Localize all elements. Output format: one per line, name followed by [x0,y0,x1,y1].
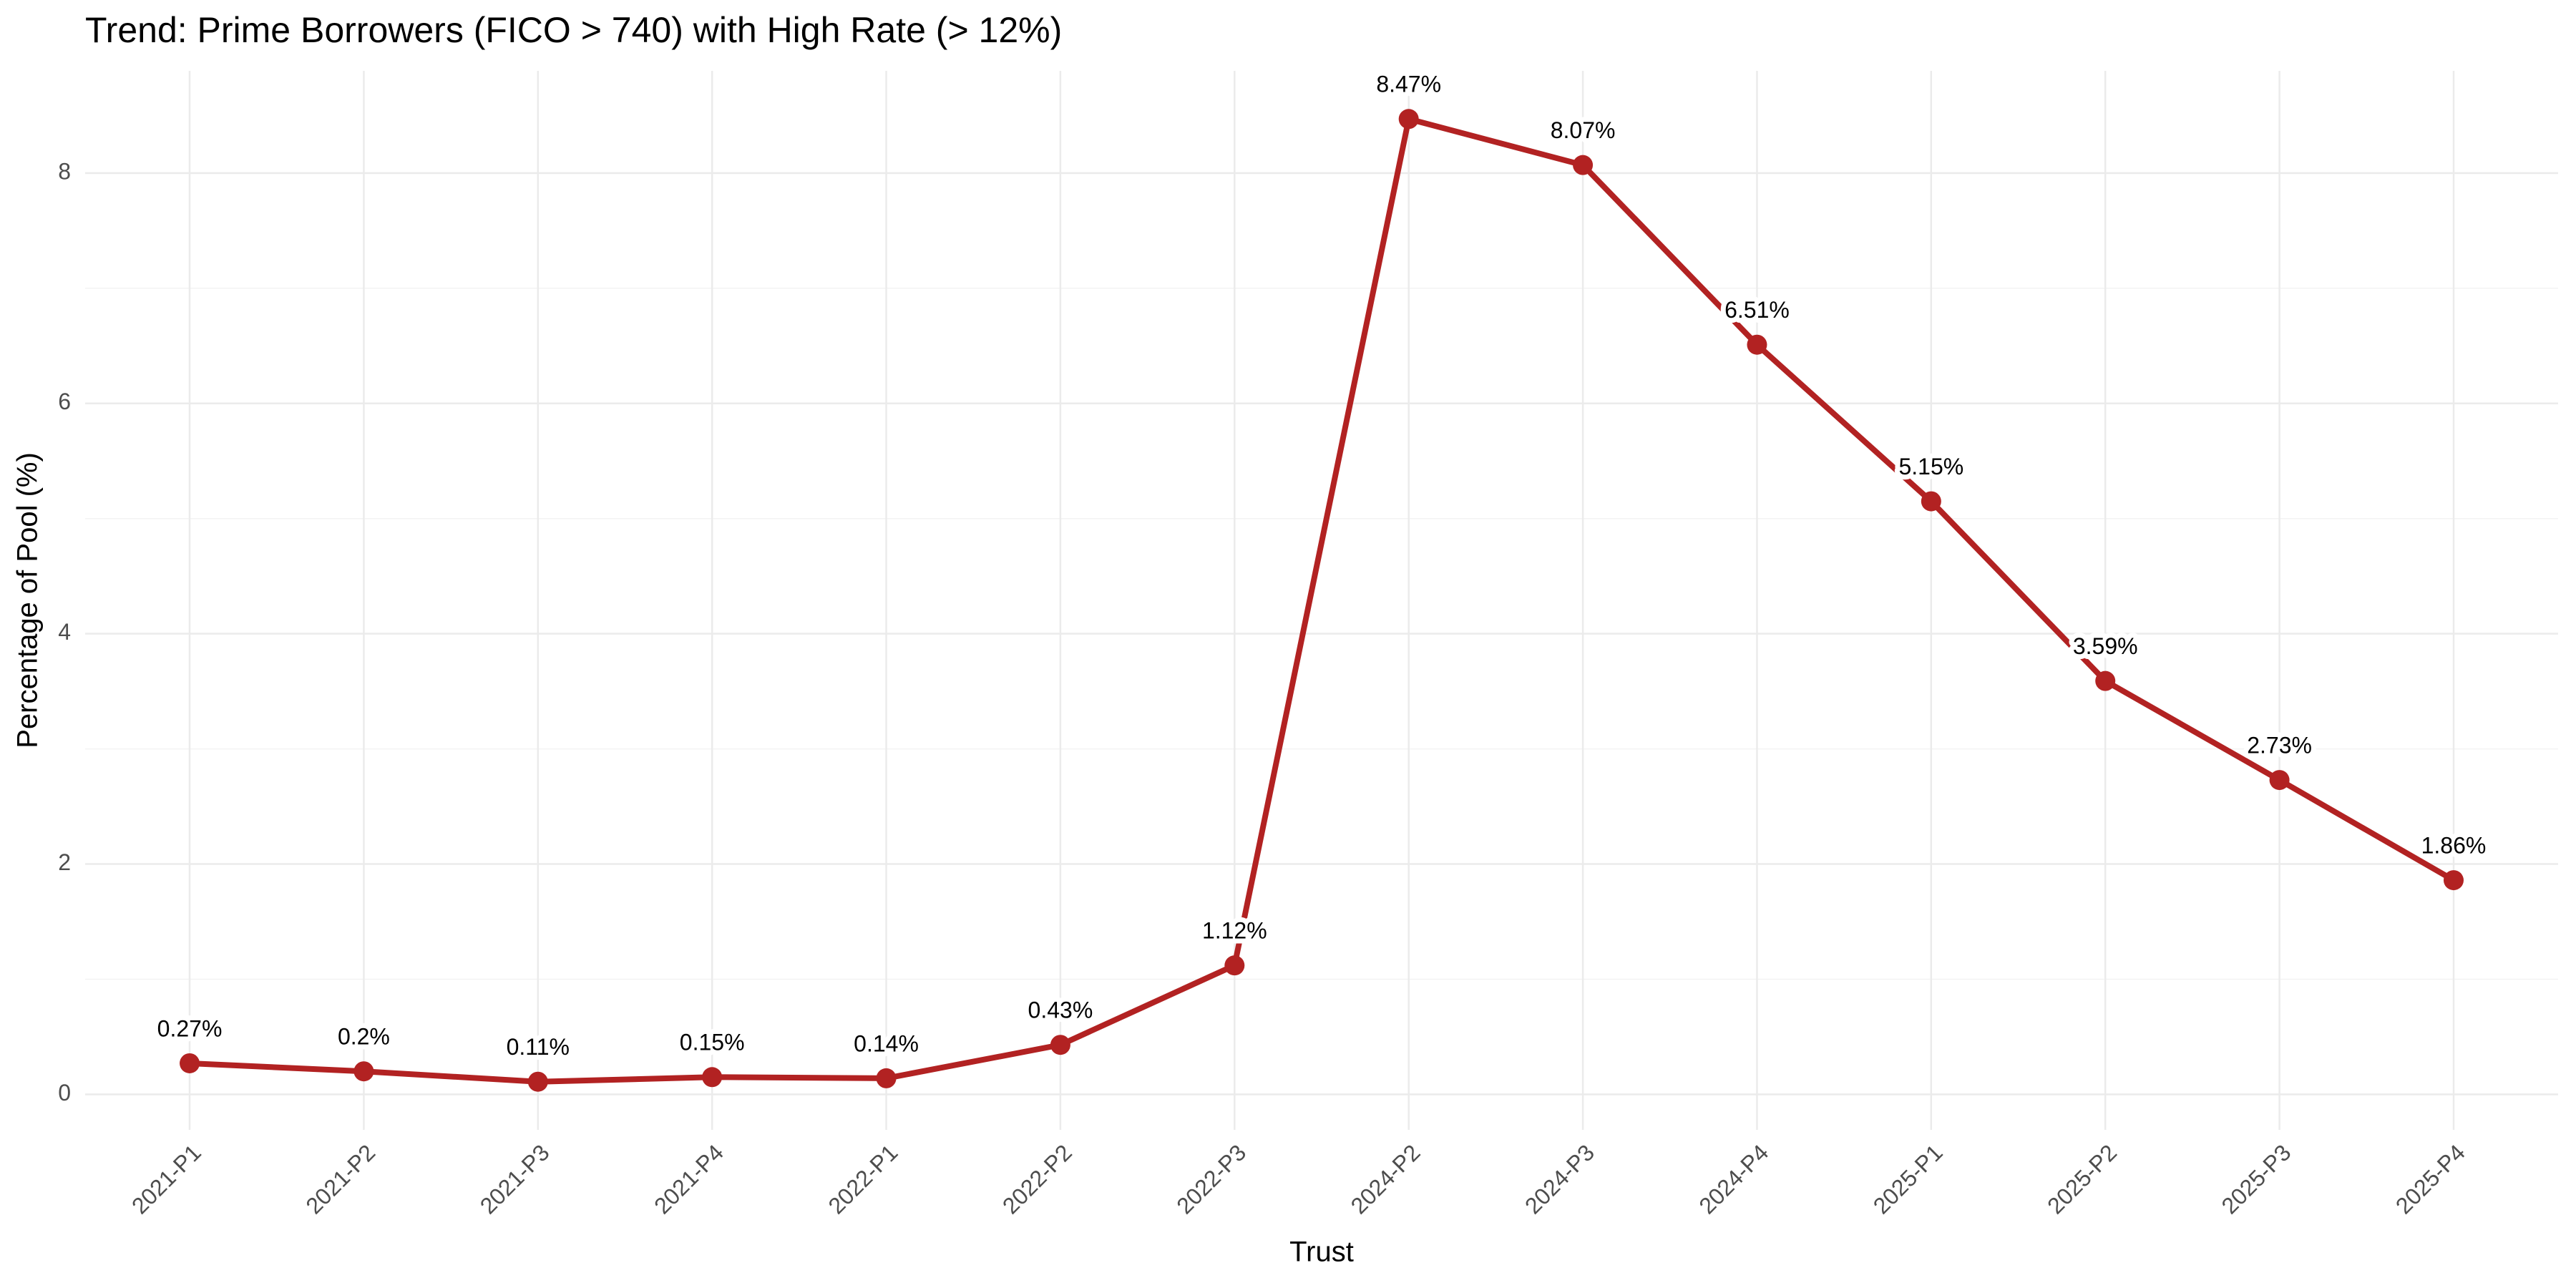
data-label: 0.27% [157,1015,223,1041]
point [702,1067,723,1088]
data-label: 0.43% [1028,997,1093,1023]
data-label: 1.86% [2421,833,2487,859]
data-label: 2.73% [2247,733,2312,758]
point [2443,870,2464,891]
y-axis-label: Percentage of Pool (%) [12,452,44,748]
point [2269,770,2290,791]
y-tick-label: 6 [58,389,71,414]
x-axis-label: Trust [1289,1236,1354,1268]
data-label: 8.07% [1551,117,1616,143]
y-tick-label: 8 [58,158,71,184]
y-tick-label: 0 [58,1080,71,1106]
data-label: 0.15% [680,1030,745,1055]
data-label: 0.2% [338,1024,390,1050]
point [180,1053,200,1073]
point [1398,109,1419,130]
data-label: 5.15% [1898,454,1963,479]
chart-title: Trend: Prime Borrowers (FICO > 740) with… [85,10,1062,50]
data-label: 8.47% [1376,72,1441,97]
point [1747,334,1767,355]
data-label: 0.14% [854,1030,919,1056]
data: 0.27% 0.2% 0.11% 0.15% 0.14% 0.43% 1.12% 8.47% 8… [152,67,2491,1092]
data-label: 3.59% [2073,633,2138,659]
data-label: 6.51% [1724,297,1790,323]
point [353,1061,374,1082]
y-tick-label: 4 [58,619,71,645]
y-tick-label: 2 [58,849,71,875]
point [1050,1035,1070,1055]
point [1573,155,1594,175]
point [1224,955,1245,976]
data-label: 1.12% [1202,918,1267,944]
point [1921,491,1941,512]
line [189,116,2455,1085]
point [2095,670,2116,691]
point [527,1071,548,1092]
data-label: 0.11% [507,1034,570,1060]
point [876,1068,897,1088]
